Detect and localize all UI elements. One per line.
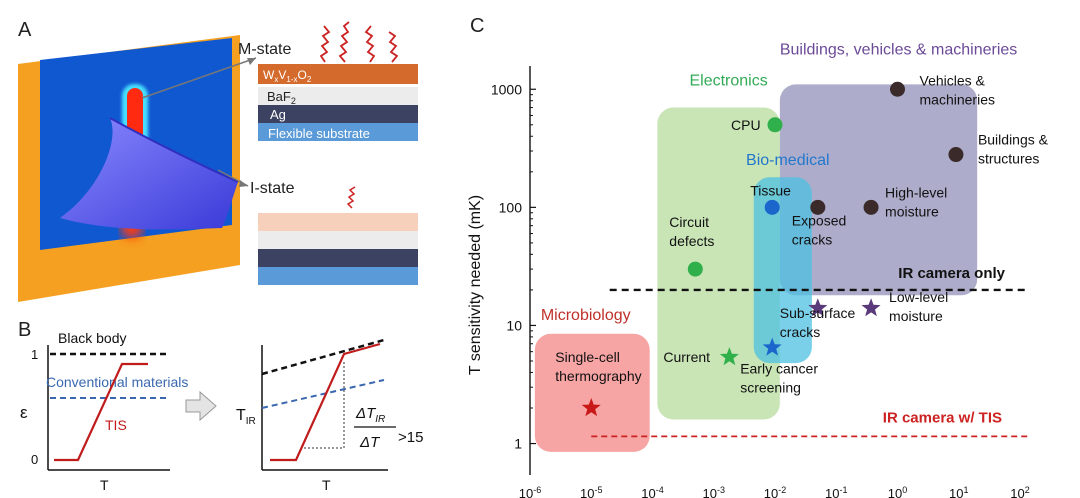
category-label-1: Electronics xyxy=(689,73,767,90)
plot2-conventional-line xyxy=(261,379,385,409)
layer-wvo xyxy=(258,64,418,84)
m-state-arrow xyxy=(141,57,257,99)
category-label-2: Bio-medical xyxy=(746,152,830,169)
point-marker-0 xyxy=(890,81,905,97)
c-y-tick-label-0: 1 xyxy=(514,436,522,452)
plot2-ratio-value: >15 xyxy=(398,429,423,446)
tis-device-illustration xyxy=(18,35,240,302)
plot2-ratio-denominator: ΔT xyxy=(359,434,381,451)
emission-waves-strong xyxy=(319,21,399,63)
peeling-cover-edge xyxy=(109,117,239,183)
point-label-0: Vehicles & machineries xyxy=(920,72,995,107)
i-state-arrowhead xyxy=(239,180,248,187)
point-marker-10 xyxy=(762,337,782,356)
c-x-tick-label-2: 10-4 xyxy=(641,485,663,498)
emission-wave-weak xyxy=(346,186,356,209)
panel-b-label: B xyxy=(18,319,31,341)
point-marker-2 xyxy=(863,199,879,215)
layer-baf2 xyxy=(258,87,418,105)
istate-layer-3 xyxy=(258,249,418,267)
plot2-delta-guides xyxy=(304,360,345,449)
c-x-tick-label-5: 10-1 xyxy=(825,485,847,498)
c-x-tick-label-3: 10-3 xyxy=(703,485,725,498)
plot1-tis-label: TIS xyxy=(105,417,127,433)
c-x-tick-label-8: 102 xyxy=(1010,485,1029,498)
plot1-x-label: T xyxy=(100,477,109,493)
plot1-tis-curve xyxy=(54,362,148,462)
c-y-tick-label-2: 100 xyxy=(499,199,523,215)
point-label-2: High-level moisture xyxy=(885,184,947,219)
category-regions xyxy=(534,84,978,452)
panel-a-label: A xyxy=(18,19,32,41)
c-x-tick-label-1: 10-5 xyxy=(580,485,602,498)
plot1-y-bottom: 0 xyxy=(31,452,38,467)
region-buildings-vehicles-machineries xyxy=(779,84,978,296)
c-x-tick-label-4: 10-2 xyxy=(764,485,786,498)
c-x-tick-label-7: 101 xyxy=(949,485,968,498)
point-marker-6 xyxy=(687,261,703,277)
c-y-tick-label-1: 10 xyxy=(506,317,522,333)
point-label-7: Low-level moisture xyxy=(889,289,948,324)
layer-ag xyxy=(258,105,418,123)
panel-c-label: C xyxy=(470,15,484,37)
point-label-3: Exposed cracks xyxy=(792,212,846,247)
threshold-label-1: IR camera w/ TIS xyxy=(883,409,1002,426)
region-electronics xyxy=(657,107,780,420)
m-state-label: M-state xyxy=(238,41,291,58)
plot1-y-label: ε xyxy=(20,403,28,422)
category-label-3: Microbiology xyxy=(541,307,631,324)
plot2-black-body-line xyxy=(261,338,385,376)
point-marker-1 xyxy=(948,147,964,163)
point-marker-3 xyxy=(810,199,826,215)
istate-layer-2 xyxy=(258,231,418,249)
region-microbiology xyxy=(534,333,650,452)
point-label-1: Buildings & structures xyxy=(978,132,1049,167)
c-x-tick-label-0: 10-6 xyxy=(519,485,541,498)
plot2-x-label: T xyxy=(322,477,331,493)
data-points: Vehicles & machineries Buildings & structur… xyxy=(555,72,1049,417)
point-label-6: Circuit defects xyxy=(669,214,714,249)
plot2-tis-curve xyxy=(270,342,381,462)
point-label-5: Tissue xyxy=(750,182,791,198)
c-x-tick-label-6: 100 xyxy=(888,485,907,498)
plot1-conventional-label: Conventional materials xyxy=(46,374,188,390)
point-label-9: Current xyxy=(663,349,710,365)
point-marker-8 xyxy=(808,298,828,317)
point-marker-4 xyxy=(767,117,783,133)
point-label-4: CPU xyxy=(731,117,761,133)
plot1-y-top: 1 xyxy=(31,347,38,362)
istate-layer-1 xyxy=(258,213,418,231)
transition-arrow xyxy=(185,390,217,422)
peeling-cover xyxy=(60,118,238,230)
istate-layer-4 xyxy=(258,267,418,285)
threshold-label-0: IR camera only xyxy=(898,265,1005,282)
c-ylabel: T sensitivity needed (mK) xyxy=(467,195,484,375)
layer-wvo-label: WxV1-xO2 xyxy=(263,68,312,84)
point-label-11: Single-cell thermography xyxy=(555,349,641,384)
plot2-y-label: TIR xyxy=(236,407,256,427)
category-labels: Buildings, vehicles & machineries Electro… xyxy=(541,41,1017,323)
plot1-black-body-label: Black body xyxy=(58,330,126,346)
category-label-0: Buildings, vehicles & machineries xyxy=(780,41,1017,58)
region-bio-medical xyxy=(753,177,812,364)
chart-axes: 1 10 100 1000 10-6 10-5 10-4 10-3 10-2 10-1 100 101… xyxy=(491,66,1030,498)
point-marker-11 xyxy=(581,398,601,417)
plot2-ratio-numerator: ΔTIR xyxy=(355,405,385,425)
layer-substrate xyxy=(258,123,418,141)
layer-substrate-label: Flexible substrate xyxy=(268,126,370,141)
i-state-label: I-state xyxy=(250,180,295,197)
point-label-8: Sub-surface cracks xyxy=(780,305,856,340)
c-y-tick-label-3: 1000 xyxy=(491,81,522,97)
threshold-lines: IR camera only IR camera w/ TIS xyxy=(591,265,1028,438)
m-state-arrowhead xyxy=(247,58,256,65)
point-marker-9 xyxy=(719,347,739,366)
point-marker-7 xyxy=(861,298,881,317)
layer-baf2-label: BaF2 xyxy=(267,89,296,106)
point-marker-5 xyxy=(764,199,780,215)
point-label-10: Early cancer screening xyxy=(740,361,818,396)
layer-ag-label: Ag xyxy=(270,107,286,122)
